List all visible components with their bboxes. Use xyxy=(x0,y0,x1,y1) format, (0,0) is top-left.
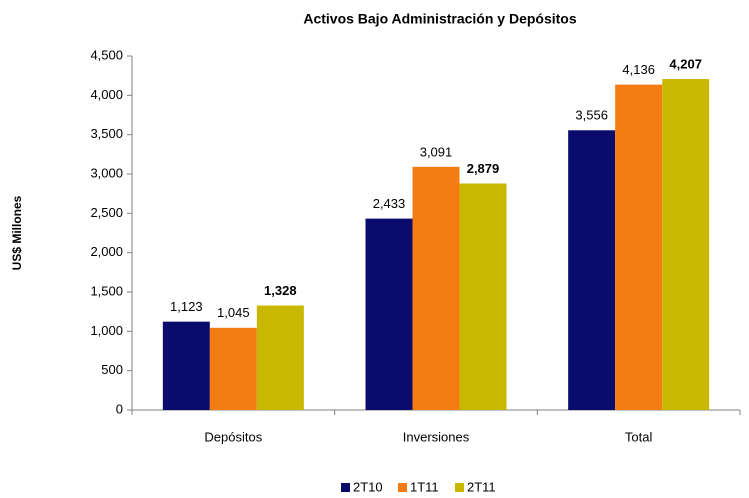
bar xyxy=(365,218,413,410)
legend-swatch xyxy=(398,483,407,492)
bar xyxy=(209,327,257,410)
y-tick-label: 0 xyxy=(116,401,123,416)
y-tick-label: 2,000 xyxy=(90,244,123,259)
y-tick-label: 2,500 xyxy=(90,205,123,220)
y-tick-label: 4,500 xyxy=(90,47,123,62)
value-label: 1,045 xyxy=(217,305,250,320)
legend-label: 2T10 xyxy=(353,479,383,494)
y-axis-label: US$ Millones xyxy=(10,195,24,270)
legend-label: 1T11 xyxy=(410,479,439,494)
bar xyxy=(459,183,507,410)
value-label: 3,091 xyxy=(420,144,453,159)
value-label: 2,433 xyxy=(373,196,406,211)
bar xyxy=(615,84,663,410)
chart-title: Activos Bajo Administración y Depósitos xyxy=(303,11,577,27)
bar xyxy=(412,166,460,410)
bar xyxy=(662,79,710,411)
y-tick-label: 1,500 xyxy=(90,283,123,298)
legend-swatch xyxy=(341,483,350,492)
bar xyxy=(256,305,304,410)
value-label: 1,123 xyxy=(170,299,203,314)
value-label: 2,879 xyxy=(467,161,500,176)
y-tick-label: 500 xyxy=(101,362,123,377)
value-label: 4,136 xyxy=(622,62,655,77)
legend-swatch xyxy=(455,483,464,492)
value-label: 4,207 xyxy=(669,56,702,71)
value-label: 3,556 xyxy=(575,108,608,123)
legend-label: 2T11 xyxy=(467,479,496,494)
value-label: 1,328 xyxy=(264,283,297,298)
x-tick-label: Inversiones xyxy=(403,429,470,444)
x-tick-label: Depósitos xyxy=(204,429,262,444)
bar xyxy=(162,321,210,410)
x-tick-label: Total xyxy=(625,429,653,444)
y-tick-label: 3,000 xyxy=(90,165,123,180)
y-tick-label: 4,000 xyxy=(90,87,123,102)
y-tick-label: 1,000 xyxy=(90,323,123,338)
bar xyxy=(568,130,616,410)
y-tick-label: 3,500 xyxy=(90,126,123,141)
